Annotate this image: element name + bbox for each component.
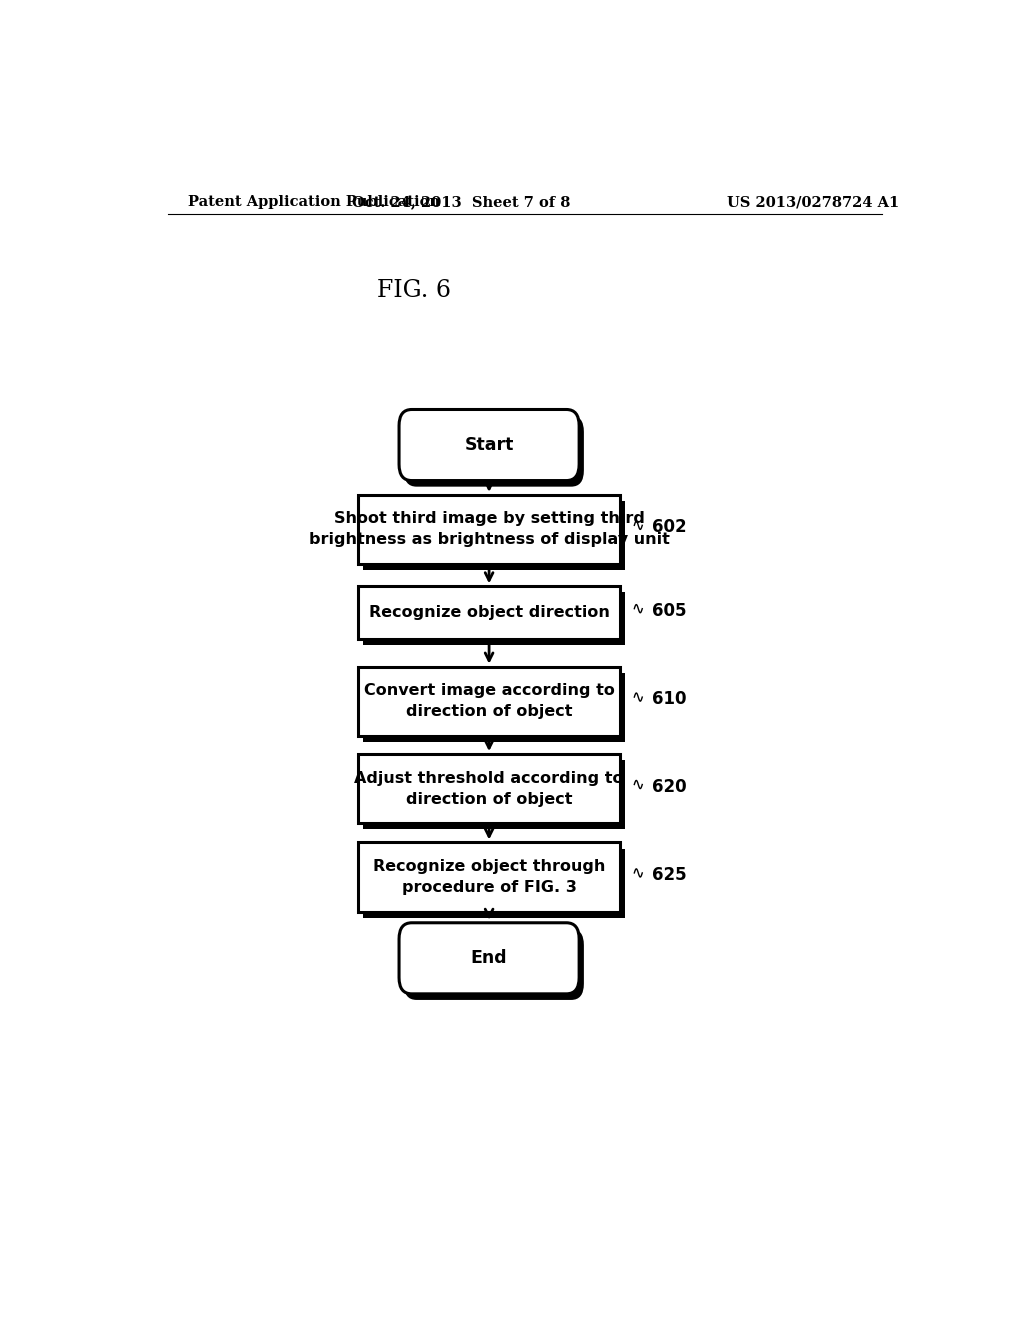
Polygon shape	[362, 593, 625, 645]
Text: 625: 625	[652, 866, 686, 884]
Text: FIG. 6: FIG. 6	[377, 279, 451, 302]
FancyBboxPatch shape	[358, 667, 621, 735]
Text: 610: 610	[652, 690, 686, 708]
Text: Shoot third image by setting third
brightness as brightness of display unit: Shoot third image by setting third brigh…	[308, 511, 670, 548]
Polygon shape	[362, 673, 625, 742]
Text: 605: 605	[652, 602, 686, 619]
FancyBboxPatch shape	[358, 586, 621, 639]
FancyBboxPatch shape	[358, 495, 621, 564]
Text: Convert image according to
direction of object: Convert image according to direction of …	[364, 684, 614, 719]
FancyBboxPatch shape	[358, 842, 621, 912]
FancyBboxPatch shape	[358, 754, 621, 824]
Text: End: End	[471, 949, 508, 968]
Polygon shape	[362, 500, 625, 570]
Text: 602: 602	[652, 519, 686, 536]
Text: Oct. 24, 2013  Sheet 7 of 8: Oct. 24, 2013 Sheet 7 of 8	[352, 195, 570, 209]
Text: 620: 620	[652, 777, 686, 796]
Text: Start: Start	[465, 436, 514, 454]
Text: Recognize object through
procedure of FIG. 3: Recognize object through procedure of FI…	[373, 859, 605, 895]
FancyBboxPatch shape	[403, 929, 584, 1001]
FancyBboxPatch shape	[399, 409, 580, 480]
FancyBboxPatch shape	[399, 923, 580, 994]
Text: US 2013/0278724 A1: US 2013/0278724 A1	[727, 195, 899, 209]
Text: Recognize object direction: Recognize object direction	[369, 606, 609, 620]
Polygon shape	[362, 760, 625, 829]
Text: Patent Application Publication: Patent Application Publication	[187, 195, 439, 209]
Text: Adjust threshold according to
direction of object: Adjust threshold according to direction …	[354, 771, 624, 807]
Polygon shape	[362, 849, 625, 917]
FancyBboxPatch shape	[403, 416, 584, 487]
